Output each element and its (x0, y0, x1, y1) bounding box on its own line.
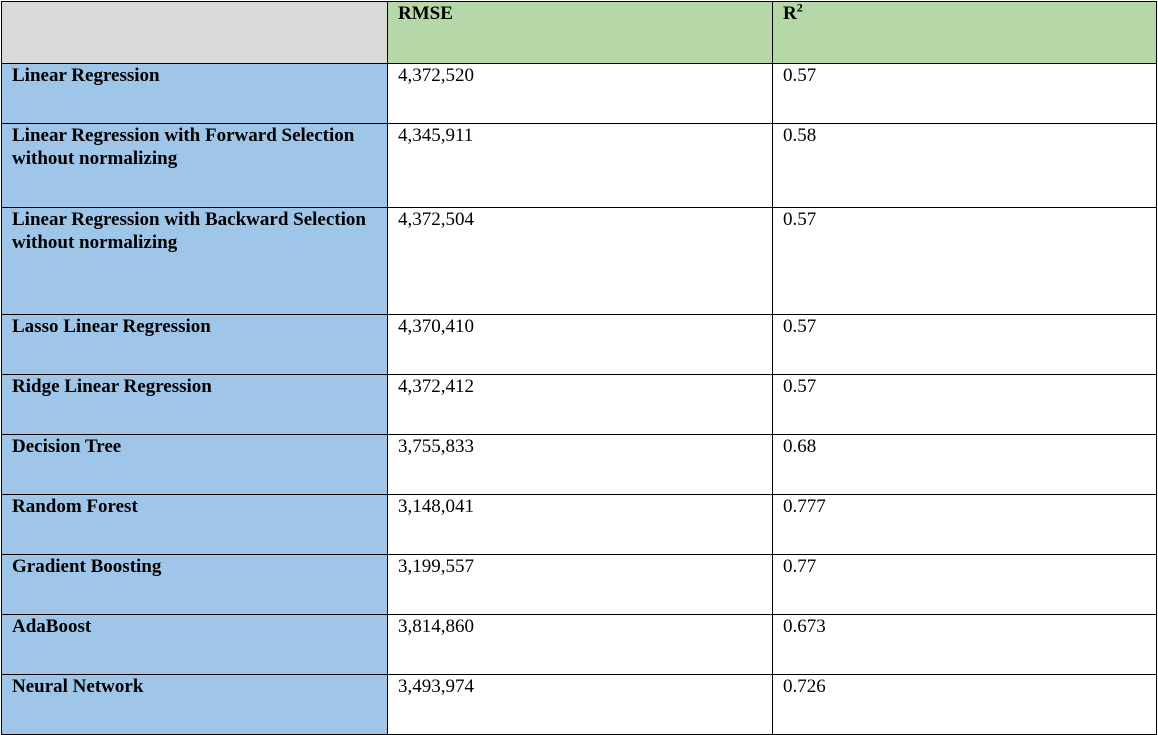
table-row: Linear Regression 4,372,520 0.57 (1, 63, 1157, 124)
table-row: Lasso Linear Regression 4,370,410 0.57 (1, 314, 1157, 375)
table-row: Ridge Linear Regression 4,372,412 0.57 (1, 374, 1157, 435)
rmse-value: 4,372,520 (387, 63, 773, 124)
table-row: Linear Regression with Backward Selectio… (1, 207, 1157, 315)
rmse-value: 4,370,410 (387, 314, 773, 375)
rmse-value: 3,493,974 (387, 674, 773, 735)
model-name: Random Forest (1, 494, 388, 555)
rmse-value: 3,814,860 (387, 614, 773, 675)
r2-value: 0.57 (772, 374, 1157, 435)
rmse-value: 4,372,504 (387, 207, 773, 315)
r2-value: 0.77 (772, 554, 1157, 615)
table-row: Linear Regression with Forward Selection… (1, 123, 1157, 208)
header-row: RMSE R2 (1, 0, 1157, 64)
rmse-value: 3,199,557 (387, 554, 773, 615)
model-name: Lasso Linear Regression (1, 314, 388, 375)
r2-value: 0.57 (772, 314, 1157, 375)
r2-header: R2 (772, 0, 1157, 64)
table-row: Gradient Boosting 3,199,557 0.77 (1, 554, 1157, 615)
r2-value: 0.58 (772, 123, 1157, 208)
table-row: Random Forest 3,148,041 0.777 (1, 494, 1157, 555)
table-row: AdaBoost 3,814,860 0.673 (1, 614, 1157, 675)
model-name: Ridge Linear Regression (1, 374, 388, 435)
model-name: Linear Regression with Forward Selection… (1, 123, 388, 208)
r2-header-exponent: 2 (796, 0, 803, 15)
r2-value: 0.68 (772, 434, 1157, 495)
model-name: Decision Tree (1, 434, 388, 495)
rmse-header: RMSE (387, 1, 773, 64)
r2-header-base: R (783, 3, 797, 24)
r2-value: 0.57 (772, 63, 1157, 124)
rmse-value: 3,755,833 (387, 434, 773, 495)
corner-cell (1, 1, 388, 64)
model-name: AdaBoost (1, 614, 388, 675)
model-name: Linear Regression (1, 63, 388, 124)
rmse-value: 4,345,911 (387, 123, 773, 208)
model-name: Linear Regression with Backward Selectio… (1, 207, 388, 315)
r2-value: 0.777 (772, 494, 1157, 555)
model-name: Neural Network (1, 674, 388, 735)
r2-value: 0.673 (772, 614, 1157, 675)
table-row: Neural Network 3,493,974 0.726 (1, 674, 1157, 735)
r2-value: 0.726 (772, 674, 1157, 735)
rmse-value: 3,148,041 (387, 494, 773, 555)
rmse-value: 4,372,412 (387, 374, 773, 435)
model-name: Gradient Boosting (1, 554, 388, 615)
r2-value: 0.57 (772, 207, 1157, 315)
table-row: Decision Tree 3,755,833 0.68 (1, 434, 1157, 495)
